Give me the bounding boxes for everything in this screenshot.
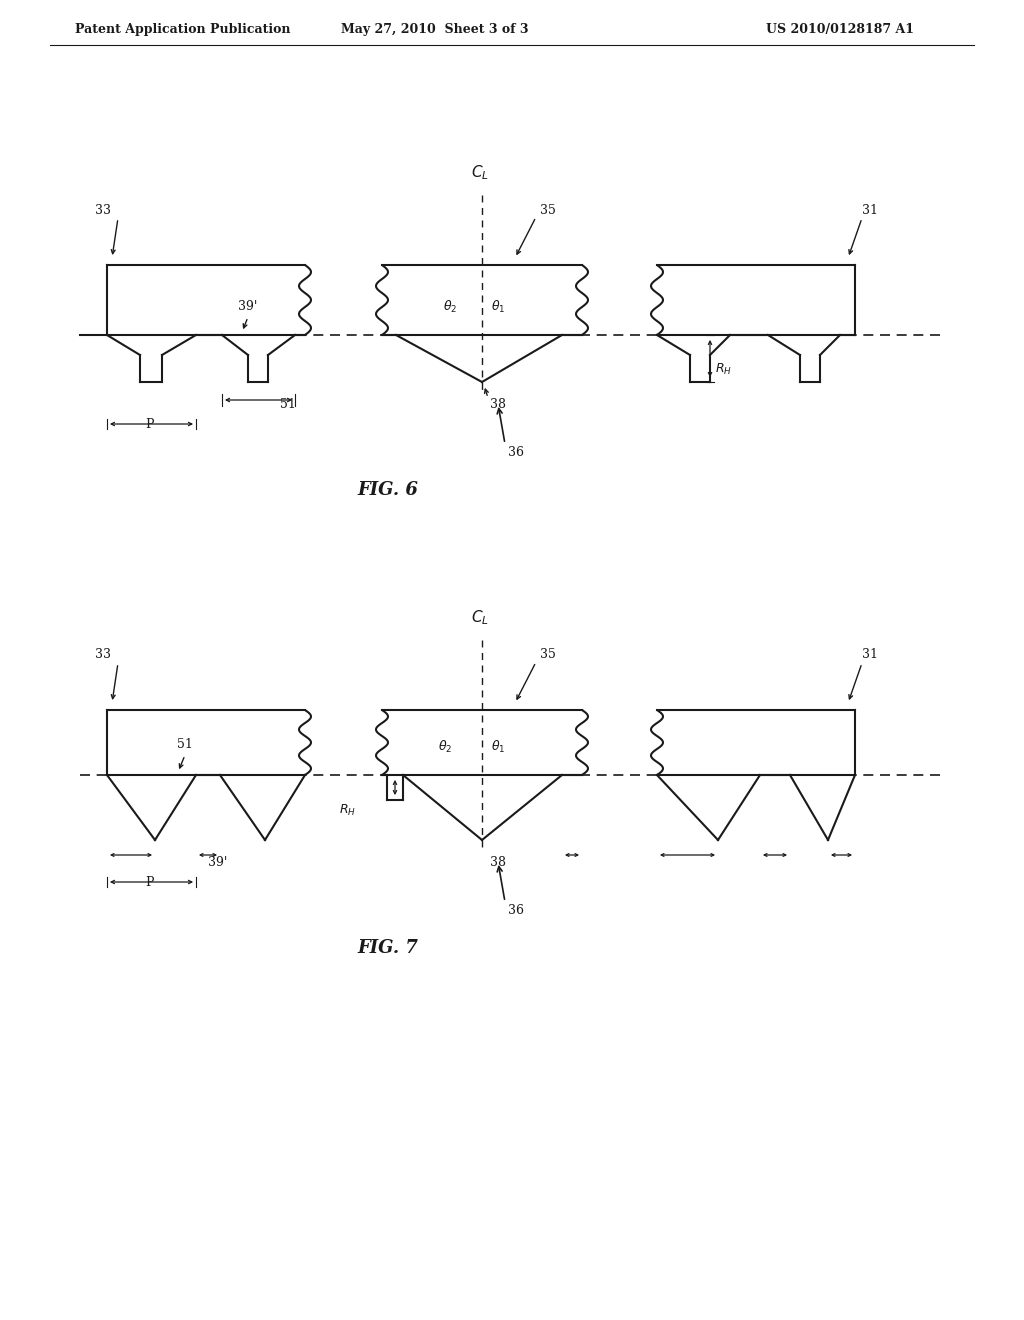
- Text: P: P: [145, 875, 155, 888]
- Text: 51: 51: [280, 397, 296, 411]
- Text: $R_H$: $R_H$: [340, 803, 356, 817]
- Text: $\theta_2$: $\theta_2$: [438, 739, 453, 755]
- Text: 38: 38: [490, 855, 506, 869]
- Text: US 2010/0128187 A1: US 2010/0128187 A1: [766, 24, 914, 37]
- Text: 31: 31: [862, 648, 878, 661]
- Text: $C_L$: $C_L$: [471, 609, 489, 627]
- Text: 36: 36: [508, 446, 524, 458]
- Text: $\theta_1$: $\theta_1$: [490, 298, 505, 315]
- Text: 35: 35: [540, 203, 556, 216]
- Text: 36: 36: [508, 903, 524, 916]
- Text: $\theta_1$: $\theta_1$: [490, 739, 505, 755]
- Text: 35: 35: [540, 648, 556, 661]
- Text: P: P: [145, 417, 155, 430]
- Text: 31: 31: [862, 203, 878, 216]
- Text: 33: 33: [95, 648, 111, 661]
- Text: FIG. 6: FIG. 6: [357, 480, 419, 499]
- Text: $\theta_2$: $\theta_2$: [442, 298, 457, 315]
- Text: FIG. 7: FIG. 7: [357, 939, 419, 957]
- Text: 33: 33: [95, 203, 111, 216]
- Text: 51: 51: [177, 738, 193, 751]
- Text: May 27, 2010  Sheet 3 of 3: May 27, 2010 Sheet 3 of 3: [341, 24, 528, 37]
- Text: 39': 39': [239, 301, 258, 314]
- Text: 38: 38: [490, 397, 506, 411]
- Text: 39': 39': [208, 855, 227, 869]
- Text: $C_L$: $C_L$: [471, 164, 489, 182]
- Text: $R_H$: $R_H$: [715, 362, 732, 376]
- Text: Patent Application Publication: Patent Application Publication: [75, 24, 291, 37]
